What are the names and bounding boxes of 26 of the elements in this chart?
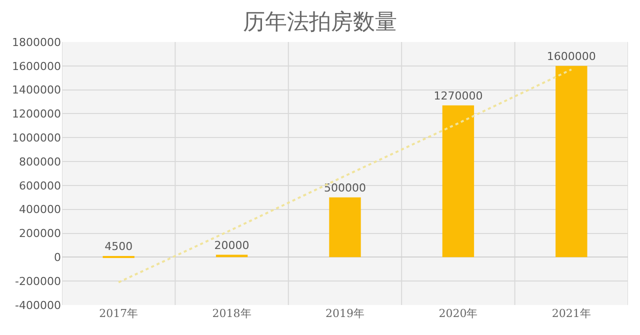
y-tick-label: 1800000 (12, 36, 61, 49)
x-tick-label: 2019年 (326, 307, 364, 320)
y-tick-label: 1200000 (12, 108, 61, 121)
y-tick-label: -200000 (15, 274, 61, 288)
bar (442, 105, 474, 258)
bar (329, 197, 361, 258)
y-tick-label: 600000 (19, 179, 61, 192)
y-tick-label: 1600000 (12, 60, 61, 73)
data-label: 1270000 (434, 89, 483, 102)
data-label: 500000 (324, 181, 366, 194)
y-tick-label: 1400000 (12, 84, 61, 97)
x-tick-label: 2017年 (99, 307, 138, 320)
data-label: 1600000 (546, 50, 596, 63)
y-tick-label: 800000 (19, 155, 61, 168)
x-tick-label: 2020年 (438, 307, 478, 320)
bar (556, 66, 588, 258)
y-tick-label: 1000000 (12, 131, 61, 144)
chart-title: 历年法拍房数量 (243, 10, 397, 35)
x-tick-label: 2018年 (212, 307, 252, 320)
y-tick-label: -400000 (15, 298, 61, 312)
data-label: 4500 (104, 240, 133, 253)
y-tick-label: 0 (54, 251, 61, 264)
x-tick-label: 2021年 (552, 307, 591, 320)
data-label: 20000 (214, 238, 250, 252)
y-tick-label: 400000 (19, 203, 61, 216)
y-tick-label: 200000 (19, 227, 61, 240)
